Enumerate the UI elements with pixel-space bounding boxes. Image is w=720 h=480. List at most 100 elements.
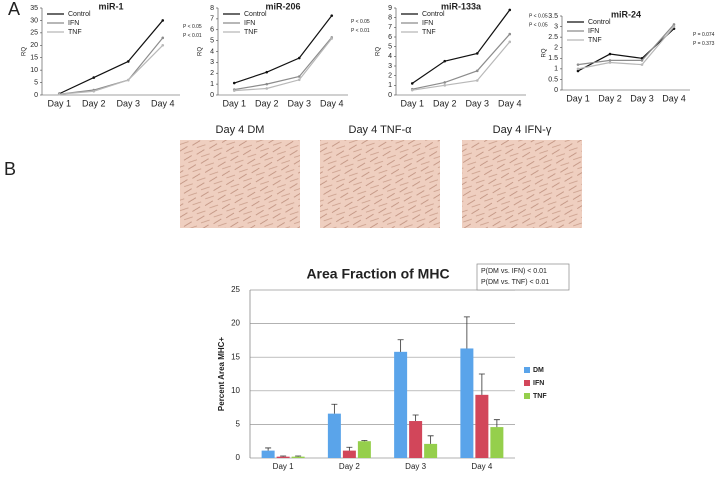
annotation: P = 0.373 [693,41,715,47]
micrograph [320,140,440,228]
y-axis-label: Percent Area MHC+ [217,337,226,412]
error-bar [331,403,338,414]
legend-label: IFN [68,20,79,27]
annotation: P(DM vs. TNF) < 0.01 [481,279,549,286]
point [443,59,447,63]
y-tick-label: 6 [388,34,392,41]
series-line [412,33,511,90]
annotation: P < 0.01 [351,28,370,34]
point [672,23,676,26]
x-tick-label: Day 1 [273,462,294,471]
bar [357,441,371,458]
image-caption: Day 4 DM [216,124,265,136]
error-bar [361,440,368,442]
x-tick-label: Day 2 [433,98,457,108]
y-tick-label: 0 [34,92,38,99]
y-tick-label: 1 [210,81,214,88]
legend-label: Control [588,19,611,26]
annotation: P = 0.074 [693,32,715,38]
micrograph [462,140,582,228]
error-bar [295,455,302,457]
point [330,37,334,40]
error-bar [493,419,500,428]
annotation: P < 0.05 [529,22,548,28]
y-tick-label: 5 [388,44,392,51]
y-tick-label: 25 [30,30,38,37]
error-bar [280,455,287,457]
chart-title: miR-133a [441,1,482,11]
x-tick-label: Day 3 [405,462,426,471]
y-tick-label: 8 [210,5,214,12]
series-line [58,20,164,95]
point [161,43,165,47]
y-tick-label: 10 [231,386,240,395]
point [57,92,61,96]
y-tick-label: 20 [30,42,38,49]
x-tick-label: Day 1 [222,98,246,108]
series-line [59,44,164,95]
error-bar [463,316,470,349]
y-tick-label: 1.5 [548,55,558,62]
point [330,14,334,17]
image-caption: Day 4 TNF-α [349,124,413,136]
legend-label: Control [422,11,445,18]
x-tick-label: Day 3 [116,98,140,108]
y-tick-label: 15 [30,55,38,62]
point [232,89,236,92]
legend-label: IFN [422,20,433,27]
point [265,87,269,90]
bar [327,413,341,458]
y-axis-label: RQ [542,48,548,57]
y-tick-label: 20 [231,319,240,328]
annotation-box [476,263,570,291]
y-tick-label: 3 [554,23,558,30]
y-tick-label: 2 [210,70,214,77]
legend-swatch [524,393,530,399]
point [508,40,512,44]
y-tick-label: 4 [388,53,392,60]
point [126,78,130,82]
point [297,75,301,78]
y-axis-label: RQ [22,47,28,56]
y-tick-label: 0.5 [548,76,558,83]
point [232,81,236,85]
point [265,82,269,86]
bar [424,443,438,458]
legend-label: Control [68,11,91,18]
y-tick-label: 4 [210,48,214,55]
x-tick-label: Day 4 [320,98,344,108]
point [576,67,580,71]
y-tick-label: 2.5 [548,34,558,41]
legend-label: TNF [422,29,436,36]
error-bar [265,447,272,451]
x-tick-label: Day 1 [47,98,71,108]
image-caption: Day 4 IFN-γ [493,124,552,136]
y-tick-label: 9 [388,5,392,12]
y-tick-label: 5 [236,420,241,429]
chart-title: miR-24 [611,9,641,19]
bar [291,456,305,458]
point [161,19,165,22]
point [126,60,130,63]
y-tick-label: 0 [236,453,241,462]
x-tick-label: Day 4 [471,462,492,471]
bar [460,348,474,458]
x-tick-label: Day 1 [566,93,590,103]
annotation: P(DM vs. IFN) < 0.01 [481,268,547,275]
error-bar [397,339,404,352]
y-tick-label: 5 [34,79,38,86]
micrograph [180,140,300,228]
point [410,88,414,92]
bar [394,351,408,458]
y-axis-label: RQ [198,47,204,56]
annotation: P < 0.05 [529,13,548,19]
chart-title: Area Fraction of MHC [306,266,449,282]
y-tick-label: 7 [210,16,214,23]
x-tick-label: Day 3 [630,93,654,103]
panel-label: A [8,0,20,19]
legend-label: IFN [533,380,544,387]
point [608,59,612,62]
x-tick-label: Day 2 [255,98,279,108]
